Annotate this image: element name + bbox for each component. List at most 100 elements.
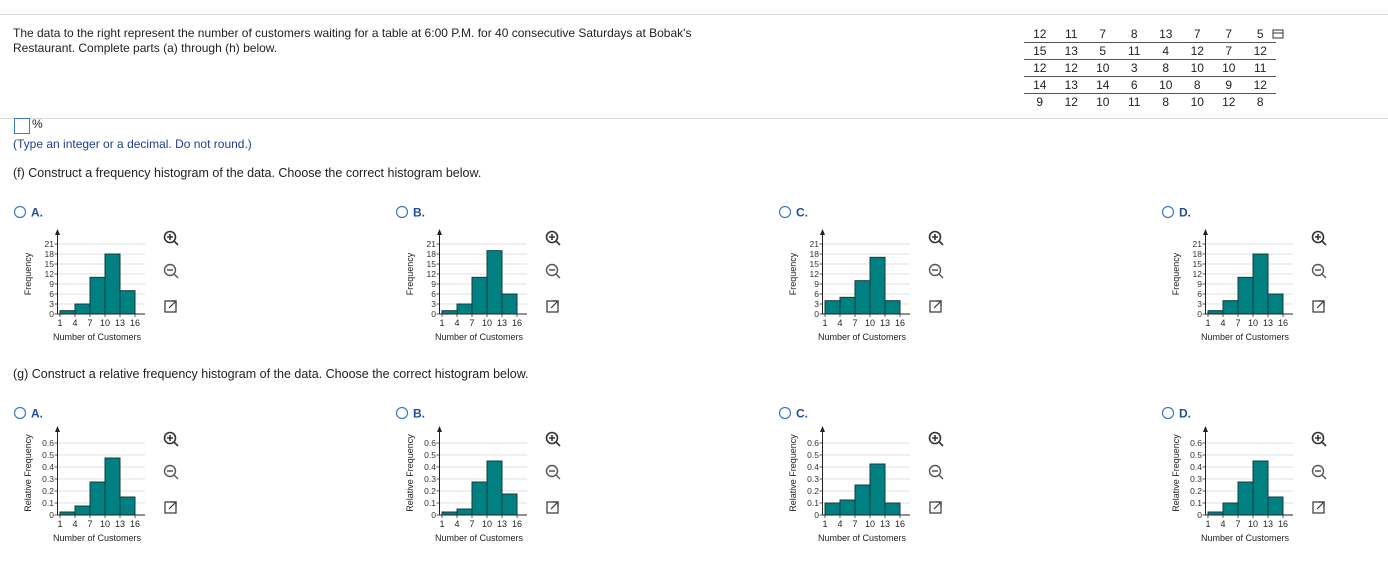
x-tick-label: 16 <box>1278 318 1288 328</box>
popout-icon[interactable] <box>929 501 942 514</box>
answer-unit: % <box>32 117 43 131</box>
part-f-prompt: (f) Construct a frequency histogram of t… <box>13 166 482 180</box>
popout-icon[interactable] <box>1312 300 1325 313</box>
y-axis-label: Relative Frequency <box>788 434 798 512</box>
zoom-out-icon[interactable] <box>1311 263 1327 279</box>
option-label[interactable]: D. <box>1179 407 1191 421</box>
zoom-in-icon[interactable] <box>163 230 179 246</box>
radio-button[interactable] <box>1161 406 1175 420</box>
y-tick-label: 6 <box>814 289 819 299</box>
zoom-out-icon[interactable] <box>1311 464 1327 480</box>
table-cell: 4 <box>1150 42 1182 60</box>
x-tick-label: 13 <box>497 318 507 328</box>
y-axis-label: Frequency <box>23 252 33 295</box>
radio-button[interactable] <box>1161 205 1175 219</box>
radio-button[interactable] <box>778 406 792 420</box>
y-axis-arrow <box>820 229 825 235</box>
x-tick-label: 4 <box>454 519 459 529</box>
table-cell: 5 <box>1087 42 1119 60</box>
option-label[interactable]: C. <box>796 407 808 421</box>
option-label[interactable]: B. <box>413 206 425 220</box>
bar <box>1252 460 1269 516</box>
y-tick-label: 15 <box>1193 259 1203 269</box>
x-tick-label: 1 <box>57 318 62 328</box>
zoom-in-icon[interactable] <box>928 230 944 246</box>
popout-icon[interactable] <box>1312 501 1325 514</box>
zoom-out-icon[interactable] <box>545 263 561 279</box>
y-tick-label: 12 <box>810 269 820 279</box>
x-tick-label: 1 <box>1205 318 1210 328</box>
option-label[interactable]: B. <box>413 407 425 421</box>
popout-icon[interactable] <box>546 501 559 514</box>
y-tick-label: 0.6 <box>42 438 54 448</box>
bar <box>471 481 488 516</box>
zoom-out-icon[interactable] <box>928 464 944 480</box>
y-tick-label: 9 <box>1197 279 1202 289</box>
copy-icon[interactable] <box>1272 29 1284 39</box>
y-axis-arrow <box>437 229 442 235</box>
x-tick-label: 7 <box>852 318 857 328</box>
popout-icon[interactable] <box>164 300 177 313</box>
y-tick-label: 12 <box>427 269 437 279</box>
x-tick-label: 10 <box>1248 519 1258 529</box>
bar <box>471 276 488 315</box>
y-tick-label: 9 <box>814 279 819 289</box>
table-row: 12 12 10 3 8 10 10 11 <box>1024 59 1276 77</box>
option-label[interactable]: A. <box>31 206 43 220</box>
zoom-in-icon[interactable] <box>1311 230 1327 246</box>
popout-icon[interactable] <box>546 300 559 313</box>
zoom-in-icon[interactable] <box>163 431 179 447</box>
table-cell: 10 <box>1213 59 1245 77</box>
y-tick-label: 18 <box>427 249 437 259</box>
y-tick-label: 0.1 <box>1190 498 1202 508</box>
radio-button[interactable] <box>395 205 409 219</box>
x-tick-label: 10 <box>100 318 110 328</box>
zoom-in-icon[interactable] <box>545 431 561 447</box>
y-tick-label: 0.2 <box>42 486 54 496</box>
y-tick-label: 21 <box>1193 239 1203 249</box>
x-tick-label: 7 <box>87 519 92 529</box>
icon-glyph <box>167 269 179 279</box>
radio-button[interactable] <box>778 205 792 219</box>
icon-glyph <box>933 300 942 309</box>
zoom-in-icon[interactable] <box>1311 431 1327 447</box>
bar <box>854 484 871 516</box>
x-tick-label: 10 <box>100 519 110 529</box>
zoom-out-icon[interactable] <box>163 464 179 480</box>
x-tick-label: 16 <box>895 519 905 529</box>
icon-glyph <box>1315 435 1327 447</box>
answer-input[interactable] <box>14 118 30 134</box>
x-axis-label: Number of Customers <box>1201 533 1290 543</box>
y-tick-label: 9 <box>49 279 54 289</box>
bar <box>104 253 121 315</box>
option-label[interactable]: C. <box>796 206 808 220</box>
table-cell: 8 <box>1162 95 1170 109</box>
y-tick-label: 0.5 <box>807 450 819 460</box>
y-tick-label: 21 <box>810 239 820 249</box>
zoom-in-icon[interactable] <box>928 431 944 447</box>
icon-glyph <box>932 435 944 447</box>
x-tick-label: 16 <box>512 519 522 529</box>
y-tick-label: 3 <box>431 299 436 309</box>
y-tick-label: 15 <box>45 259 55 269</box>
table-row: 14 13 14 6 10 8 9 12 <box>1024 76 1276 94</box>
zoom-in-icon[interactable] <box>545 230 561 246</box>
table-cell: 10 <box>1096 95 1110 109</box>
option-label[interactable]: D. <box>1179 206 1191 220</box>
hint: (Type an integer or a decimal. Do not ro… <box>13 137 252 151</box>
x-tick-label: 16 <box>130 318 140 328</box>
popout-icon[interactable] <box>929 300 942 313</box>
y-tick-label: 0.1 <box>424 498 436 508</box>
zoom-out-icon[interactable] <box>928 263 944 279</box>
zoom-out-icon[interactable] <box>163 263 179 279</box>
radio-button[interactable] <box>13 205 27 219</box>
radio-button[interactable] <box>13 406 27 420</box>
x-tick-label: 1 <box>439 519 444 529</box>
popout-icon[interactable] <box>164 501 177 514</box>
option-label[interactable]: A. <box>31 407 43 421</box>
zoom-out-icon[interactable] <box>545 464 561 480</box>
radio-button[interactable] <box>395 406 409 420</box>
bar <box>839 499 856 516</box>
